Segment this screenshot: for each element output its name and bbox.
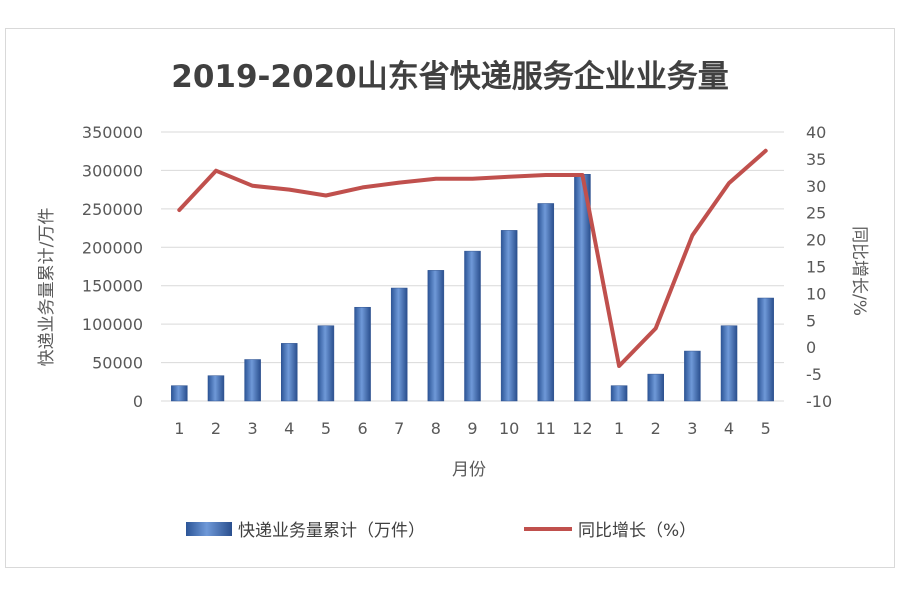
bar [427,270,445,402]
y2-tick-label: 40 [806,123,826,142]
y2-tick-label: 35 [806,150,826,169]
bar [390,287,408,402]
y-tick-label: 100000 [82,315,143,334]
y2-tick-label: 30 [806,177,826,196]
bar [464,250,481,402]
y-tick-label: 0 [133,392,143,411]
bar [720,325,738,402]
y-axis-left-title: 快递业务量累计/万件 [37,208,57,367]
x-tick-label: 5 [761,419,771,438]
y-axis-right-ticks: -10 -5 0 5 10 15 20 25 30 35 40 [806,123,832,411]
y-tick-label: 200000 [82,238,143,257]
x-axis-ticks: 1 2 3 4 5 6 7 8 9 10 11 12 1 2 3 4 5 [174,419,771,438]
bar [757,297,774,402]
y-tick-label: 50000 [92,354,143,373]
y2-tick-label: 25 [806,204,826,223]
x-tick-label: 2 [651,419,661,438]
legend-bar-label: 快递业务量累计（万件） [238,521,425,541]
x-tick-label: 2 [211,419,221,438]
chart: 2019-2020山东省快递服务企业业务量 0 50000 100000 150000… [37,59,869,541]
y-tick-label: 350000 [82,123,143,142]
x-tick-label: 7 [394,419,404,438]
bar [171,385,188,402]
x-tick-label: 3 [687,419,697,438]
x-tick-label: 12 [572,419,592,438]
y2-tick-label: 0 [806,338,816,357]
x-tick-label: 10 [499,419,519,438]
chart-title: 2019-2020山东省快递服务企业业务量 [171,59,728,95]
growth-line [177,148,768,368]
y2-tick-label: 20 [806,231,826,250]
bar [354,306,371,402]
bar-series [171,174,774,402]
x-tick-label: 4 [724,419,734,438]
y-tick-label: 250000 [82,200,143,219]
x-tick-label: 6 [357,419,367,438]
bar [610,385,628,402]
x-tick-label: 4 [284,419,294,438]
y2-tick-label: 15 [806,258,826,277]
x-tick-label: 5 [321,419,331,438]
x-tick-label: 9 [467,419,477,438]
y-axis-right-title: 同比增长/% [849,226,869,316]
y2-tick-label: 10 [806,284,826,303]
bar [244,359,261,402]
y-axis-left-ticks: 0 50000 100000 150000 200000 250000 300000 3500… [82,123,143,411]
bar [537,203,555,402]
bar [500,230,518,402]
bar [317,325,335,402]
y2-tick-label: -5 [806,365,822,384]
bar [684,350,701,402]
y-tick-label: 300000 [82,161,143,180]
legend-bar-swatch [186,522,232,536]
x-tick-label: 11 [536,419,556,438]
legend-line-label: 同比增长（%） [578,521,696,541]
y-tick-label: 150000 [82,277,143,296]
x-tick-label: 1 [174,419,184,438]
line-series [177,148,768,368]
x-tick-label: 1 [614,419,624,438]
chart-frame: 2019-2020山东省快递服务企业业务量 0 50000 100000 150000… [5,28,895,568]
bar [207,375,225,402]
legend: 快递业务量累计（万件） 同比增长（%） [186,521,696,541]
bar [281,343,298,402]
x-tick-label: 8 [431,419,441,438]
x-axis-title: 月份 [452,460,486,480]
y2-tick-label: -10 [806,392,832,411]
x-tick-label: 3 [248,419,258,438]
y2-tick-label: 5 [806,311,816,330]
bar [647,373,664,402]
